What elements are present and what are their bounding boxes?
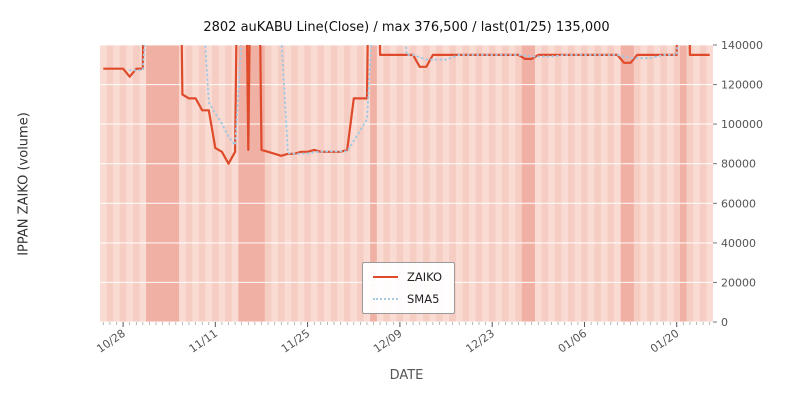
day-stripe xyxy=(396,45,404,322)
highlight-band xyxy=(521,45,535,322)
sma5-line xyxy=(128,45,679,155)
day-stripe xyxy=(568,45,575,322)
highlight-band xyxy=(620,45,634,322)
day-stripe xyxy=(330,45,338,322)
highlight-band xyxy=(680,45,687,322)
x-tick-label: 12/23 xyxy=(463,327,496,356)
y-tick-label: 80000 xyxy=(721,158,756,171)
day-stripe xyxy=(462,45,470,322)
day-stripe xyxy=(554,45,562,322)
y-tick-label: 40000 xyxy=(721,237,756,250)
day-stripe xyxy=(423,45,430,322)
day-stripe xyxy=(198,45,206,322)
day-stripe xyxy=(607,45,615,322)
day-stripe xyxy=(475,45,483,322)
day-stripe xyxy=(673,45,681,322)
day-stripe xyxy=(278,45,285,322)
legend: ZAIKO SMA5 xyxy=(362,262,456,314)
day-stripe xyxy=(594,45,601,322)
legend-label-sma5: SMA5 xyxy=(407,292,440,306)
y-tick-label: 60000 xyxy=(721,197,756,210)
day-stripe xyxy=(660,45,667,322)
y-axis-label: IPPAN ZAIKO (volume) xyxy=(16,112,32,256)
y-tick-label: 140000 xyxy=(721,39,763,52)
x-tick-label: 11/11 xyxy=(187,327,220,356)
x-tick-label: 11/25 xyxy=(279,327,312,356)
day-stripe xyxy=(106,45,114,322)
highlight-band xyxy=(370,45,377,322)
x-axis-label: DATE xyxy=(389,368,424,383)
x-tick-label: 01/20 xyxy=(648,327,681,356)
zaiko-line-sample-icon xyxy=(373,276,398,278)
day-stripe xyxy=(488,45,496,322)
day-stripe xyxy=(515,45,522,322)
day-stripe xyxy=(409,45,417,322)
day-stripe xyxy=(357,45,364,322)
day-stripe xyxy=(699,45,707,322)
day-stripe xyxy=(119,45,127,322)
day-stripe xyxy=(133,45,140,322)
day-stripe xyxy=(343,45,351,322)
x-tick-label: 12/09 xyxy=(371,327,404,356)
sma5-line-sample-icon xyxy=(373,298,398,300)
day-stripe xyxy=(264,45,272,322)
y-tick-label: 20000 xyxy=(721,276,756,289)
day-stripe xyxy=(225,45,232,322)
day-stripe xyxy=(317,45,325,322)
y-tick-label: 0 xyxy=(721,316,728,329)
legend-label-zaiko: ZAIKO xyxy=(407,270,443,284)
day-stripe xyxy=(633,45,641,322)
day-stripe xyxy=(686,45,694,322)
day-stripe xyxy=(291,45,298,322)
chart-title: 2802 auKABU Line(Close) / max 376,500 / … xyxy=(203,20,610,35)
legend-entry-sma5: SMA5 xyxy=(373,292,442,306)
day-stripe xyxy=(383,45,390,322)
legend-entry-zaiko: ZAIKO xyxy=(373,270,442,284)
day-stripe xyxy=(541,45,549,322)
day-stripe xyxy=(449,45,456,322)
day-stripe xyxy=(581,45,588,322)
day-stripe xyxy=(212,45,219,322)
day-stripe xyxy=(502,45,509,322)
day-stripe xyxy=(304,45,311,322)
y-tick-label: 120000 xyxy=(721,79,763,92)
day-stripe xyxy=(436,45,443,322)
highlight-band xyxy=(146,45,180,322)
x-tick-label: 01/06 xyxy=(556,327,589,356)
y-tick-label: 100000 xyxy=(721,118,763,131)
x-tick-label: 10/28 xyxy=(94,327,127,356)
day-stripe xyxy=(647,45,654,322)
day-stripe xyxy=(185,45,193,322)
